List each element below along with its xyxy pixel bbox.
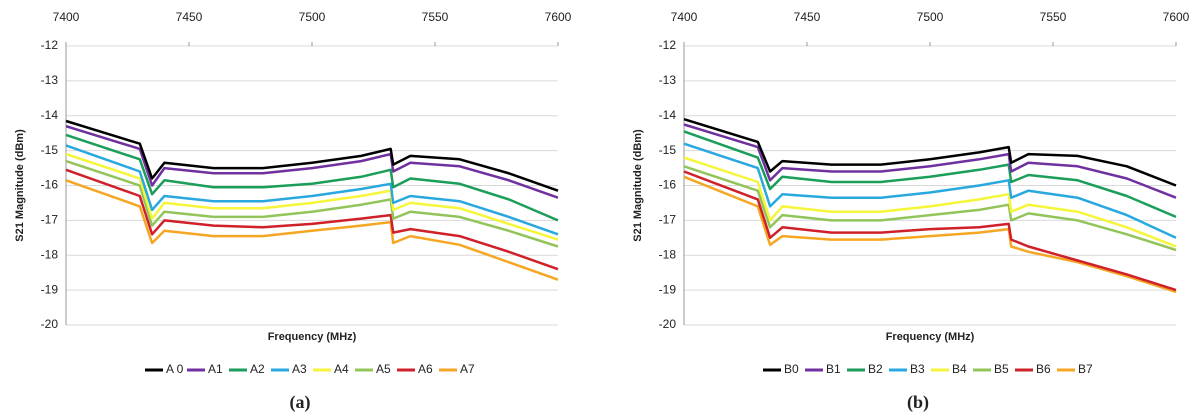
legend-label: A2 [250,362,265,376]
series-line [65,133,559,222]
y-axis-label: S21 Magnitude (dBm) [14,129,26,242]
x-tick-label: 7450 [794,10,821,24]
series-line [65,168,559,271]
x-tick-label: 7400 [53,10,80,24]
y-tick-label: -18 [659,247,677,261]
x-tick-label: 7600 [1163,10,1190,24]
series-line [65,159,559,248]
x-tick-label: 7500 [917,10,944,24]
series-line [683,130,1177,219]
legend-label: A 0 [166,362,184,376]
y-tick-label: -17 [659,213,677,227]
series-line [683,118,1177,187]
legend-label: B3 [910,362,925,376]
series-line [65,144,559,236]
legend-label: B2 [868,362,883,376]
series-line [65,152,559,241]
legend-label: B6 [1036,362,1051,376]
series-line [683,170,1177,292]
x-tick-label: 7550 [422,10,449,24]
legend-label: B1 [826,362,841,376]
y-axis-label: S21 Magnitude (dBm) [632,129,644,242]
y-tick-label: -14 [41,108,59,122]
y-tick-label: -15 [41,143,59,157]
legend-label: A6 [418,362,433,376]
legend-label: A7 [460,362,475,376]
series-line [65,125,559,199]
y-tick-label: -13 [41,73,59,87]
legend-label: A5 [376,362,391,376]
y-tick-label: -15 [659,143,677,157]
legend-label: B0 [784,362,799,376]
x-axis-label: Frequency (MHz) [886,331,975,343]
y-tick-label: -16 [659,178,677,192]
series-line [683,123,1177,199]
legend-label: A1 [208,362,223,376]
x-tick-label: 7450 [176,10,203,24]
series-line [683,165,1177,252]
series-line [65,119,559,192]
y-tick-label: -20 [659,317,677,331]
series-line [683,156,1177,248]
series-line [683,175,1177,294]
y-tick-label: -14 [659,108,677,122]
y-tick-label: -16 [41,178,59,192]
x-tick-label: 7400 [671,10,698,24]
x-tick-label: 7550 [1040,10,1067,24]
caption: (b) [907,392,929,413]
series-line [683,142,1177,239]
y-tick-label: -12 [41,38,59,52]
y-tick-label: -20 [41,317,59,331]
legend-label: B4 [952,362,967,376]
y-tick-label: -17 [41,213,59,227]
caption: (a) [290,392,311,413]
y-tick-label: -18 [41,247,59,261]
y-tick-label: -12 [659,38,677,52]
legend-label: A3 [292,362,307,376]
y-tick-label: -19 [41,282,59,296]
legend-label: B7 [1078,362,1093,376]
x-tick-label: 7500 [299,10,326,24]
legend-label: B5 [994,362,1009,376]
x-axis-label: Frequency (MHz) [268,331,357,343]
legend-label: A4 [334,362,349,376]
series-line [65,179,559,281]
y-tick-label: -13 [659,73,677,87]
y-tick-label: -19 [659,282,677,296]
x-tick-label: 7600 [545,10,572,24]
